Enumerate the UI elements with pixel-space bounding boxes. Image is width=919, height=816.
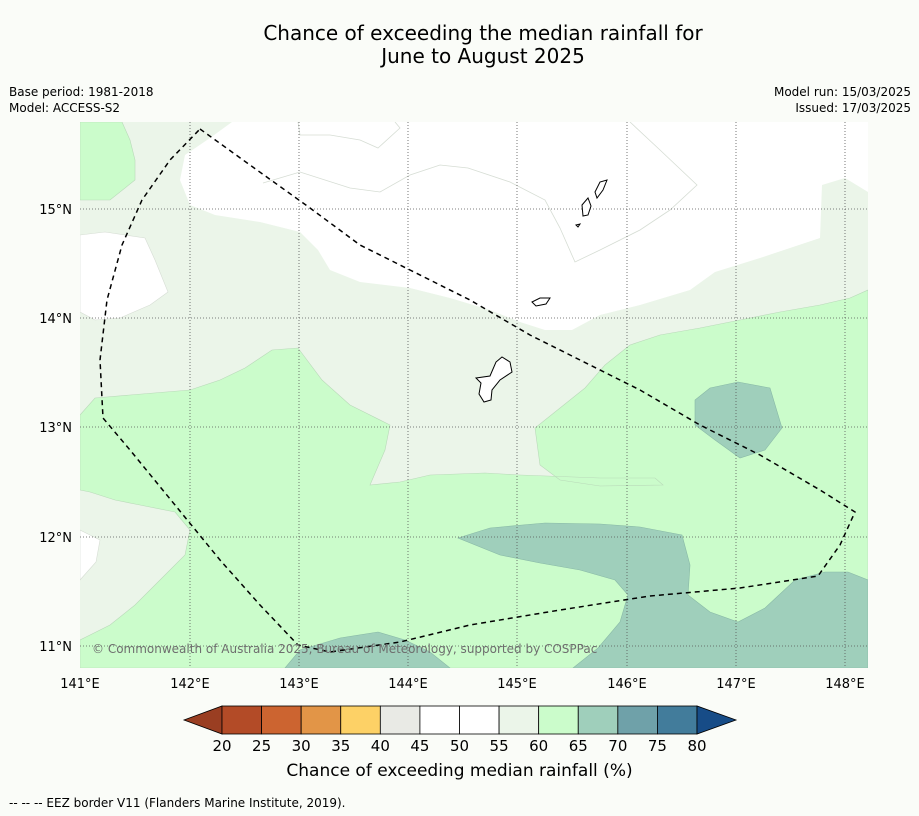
contour-50-55-west — [80, 231, 169, 321]
colorbar-tick-75: 75 — [648, 737, 667, 755]
lon-labels: 141°E 142°E 143°E 144°E 145°E 146°E 147°… — [60, 677, 865, 692]
issued-text: Issued: 17/03/2025 — [795, 101, 911, 115]
island-aguijan — [575, 223, 582, 228]
contour-65-70-east — [694, 381, 783, 459]
title-line-2: June to August 2025 — [381, 44, 585, 68]
colorbar-cell-45-50 — [419, 705, 460, 735]
contour-55-60-southwest — [80, 529, 101, 581]
contour-65-70-southwest — [284, 631, 451, 668]
colorbar-label: Chance of exceeding median rainfall (%) — [286, 761, 633, 781]
base-period-text: Base period: 1981-2018 — [9, 85, 154, 99]
model-text: Model: ACCESS-S2 — [9, 101, 121, 115]
colorbar-cell-60-65 — [538, 705, 579, 735]
eez-footnote: -- -- -- EEZ border V11 (Flanders Marine… — [9, 796, 346, 810]
island-tinian — [581, 197, 592, 217]
lon-label-146e: 146°E — [607, 677, 647, 692]
lon-gridlines — [189, 122, 846, 668]
colorbar-cells — [221, 705, 698, 735]
colorbar-ticks: 20 25 30 35 40 45 50 55 60 65 70 75 80 — [212, 737, 706, 755]
islands — [474, 179, 608, 403]
colorbar-tick-20: 20 — [212, 737, 231, 755]
lat-gridlines — [80, 208, 868, 647]
colorbar-cell-35-40 — [340, 705, 381, 735]
map-title: Chance of exceeding the median rainfall … — [0, 22, 919, 68]
lon-label-145e: 145°E — [497, 677, 537, 692]
lat-label-12n: 12°N — [39, 531, 72, 546]
lat-label-15n: 15°N — [39, 203, 72, 218]
colorbar-tick-50: 50 — [450, 737, 469, 755]
colorbar-under-arrow — [182, 705, 223, 735]
colorbar-cell-70-75 — [617, 705, 658, 735]
title-line-1: Chance of exceeding the median rainfall … — [263, 21, 703, 45]
meta-right: Model run: 15/03/2025 Issued: 17/03/2025 — [774, 84, 911, 116]
lon-label-143e: 143°E — [279, 677, 319, 692]
lat-label-13n: 13°N — [39, 421, 72, 436]
colorbar-tick-40: 40 — [371, 737, 390, 755]
colorbar-cell-55-60 — [498, 705, 540, 735]
island-guam — [474, 356, 513, 403]
colorbar-tick-25: 25 — [252, 737, 271, 755]
colorbar-tick-80: 80 — [687, 737, 706, 755]
colorbar-cell-25-30 — [261, 705, 302, 735]
colorbar-tick-55: 55 — [490, 737, 509, 755]
copyright-text: © Commonwealth of Australia 2025, Bureau… — [92, 642, 597, 656]
colorbar-cell-20-25 — [221, 705, 262, 735]
colorbar-tick-65: 65 — [569, 737, 588, 755]
colorbar-tick-45: 45 — [410, 737, 429, 755]
colorbar-tick-30: 30 — [292, 737, 311, 755]
lat-label-11n: 11°N — [39, 640, 72, 655]
contour-60-65-northwest — [80, 122, 136, 201]
meta-left: Base period: 1981-2018 Model: ACCESS-S2 — [9, 84, 154, 116]
lon-label-141e: 141°E — [60, 677, 100, 692]
map-area: © Commonwealth of Australia 2025, Bureau… — [80, 122, 868, 668]
colorbar-cell-65-70 — [577, 705, 619, 735]
eez-border — [99, 128, 856, 653]
lon-label-147e: 147°E — [716, 677, 756, 692]
lat-labels: 15°N 14°N 13°N 12°N 11°N — [39, 203, 72, 655]
colorbar-over-arrow — [696, 705, 738, 735]
colorbar-cell-30-35 — [300, 705, 342, 735]
contour-50-55-north — [180, 122, 868, 330]
colorbar-cell-50-55 — [459, 705, 500, 735]
island-saipan — [594, 179, 608, 200]
model-run-text: Model run: 15/03/2025 — [773, 85, 911, 99]
island-rota — [531, 297, 551, 307]
lon-label-144e: 144°E — [388, 677, 428, 692]
colorbar — [182, 705, 738, 735]
contour-line-north-2 — [297, 122, 401, 149]
colorbar-tick-35: 35 — [331, 737, 350, 755]
colorbar-tick-70: 70 — [608, 737, 627, 755]
lon-label-142e: 142°E — [170, 677, 210, 692]
lon-label-148e: 148°E — [825, 677, 865, 692]
colorbar-tick-60: 60 — [529, 737, 548, 755]
contour-line-north-1 — [262, 122, 698, 263]
colorbar-cell-40-45 — [379, 705, 421, 735]
colorbar-cell-75-80 — [657, 705, 698, 735]
lat-label-14n: 14°N — [39, 312, 72, 327]
